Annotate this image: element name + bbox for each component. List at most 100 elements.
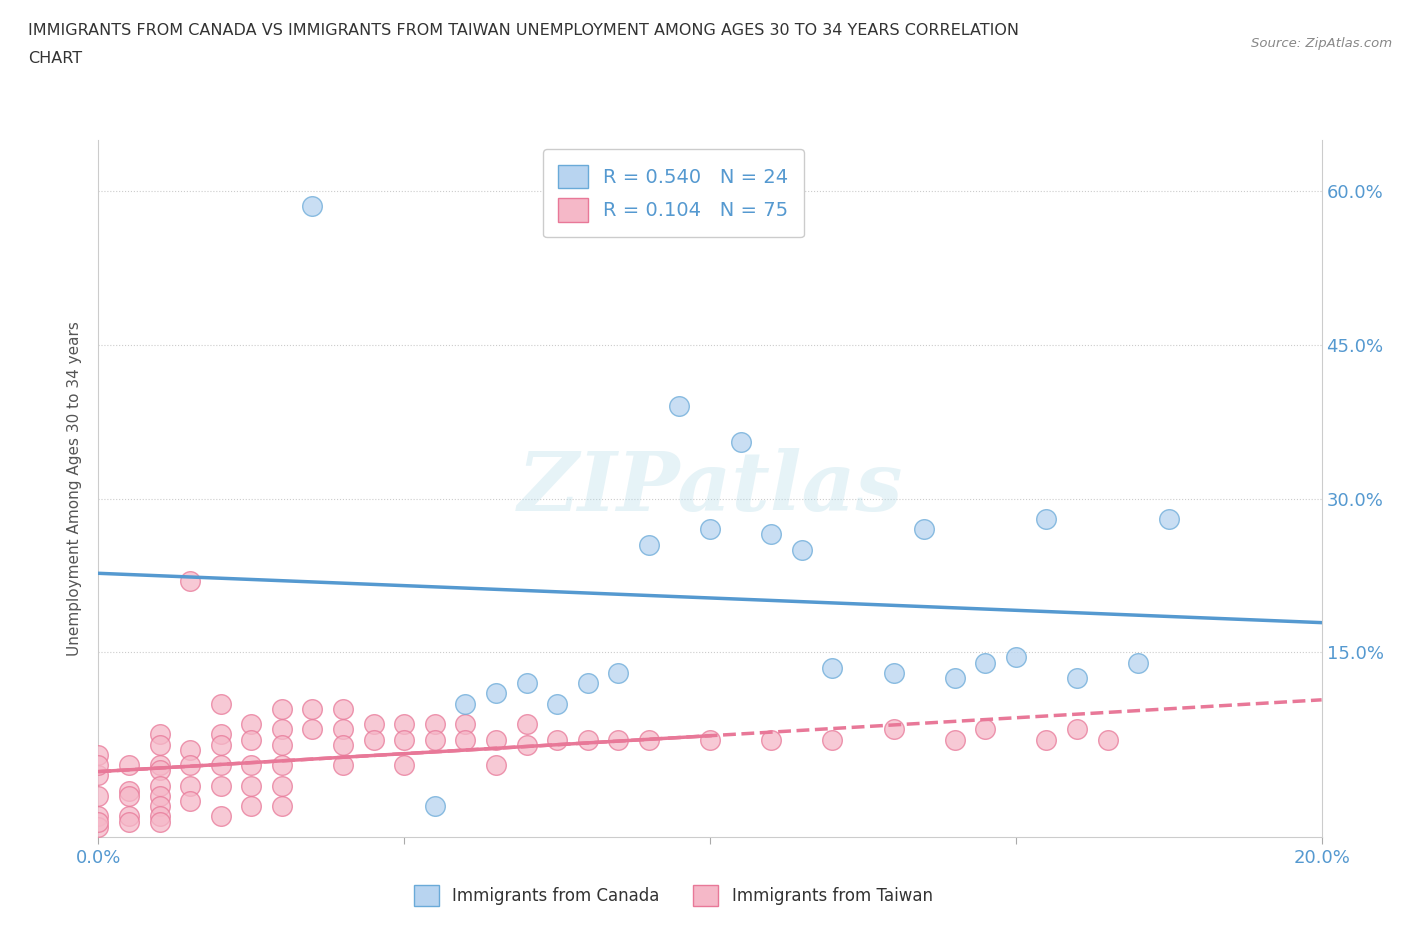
Point: [118, 789, 141, 804]
Point: [1066, 671, 1088, 685]
Point: [270, 778, 292, 793]
Point: [1035, 512, 1057, 526]
Point: [87, 748, 110, 763]
Point: [118, 809, 141, 824]
Point: [516, 676, 538, 691]
Point: [699, 732, 721, 747]
Point: [363, 732, 385, 747]
Point: [179, 778, 201, 793]
Point: [301, 701, 323, 716]
Point: [179, 573, 201, 588]
Point: [149, 737, 172, 752]
Point: [607, 666, 630, 681]
Point: [149, 727, 172, 742]
Point: [1157, 512, 1180, 526]
Point: [332, 737, 354, 752]
Point: [332, 701, 354, 716]
Point: [149, 789, 172, 804]
Point: [209, 727, 232, 742]
Point: [301, 199, 323, 214]
Point: [974, 656, 997, 671]
Point: [179, 742, 201, 757]
Point: [423, 799, 446, 814]
Point: [149, 809, 172, 824]
Point: [546, 732, 568, 747]
Point: [454, 717, 477, 732]
Point: [332, 758, 354, 773]
Point: [516, 737, 538, 752]
Point: [149, 758, 172, 773]
Point: [118, 783, 141, 798]
Point: [149, 763, 172, 777]
Point: [240, 758, 263, 773]
Point: [240, 732, 263, 747]
Point: [240, 799, 263, 814]
Point: [363, 717, 385, 732]
Point: [209, 758, 232, 773]
Text: ZIPatlas: ZIPatlas: [517, 448, 903, 528]
Point: [607, 732, 630, 747]
Point: [1066, 722, 1088, 737]
Point: [87, 768, 110, 783]
Point: [423, 717, 446, 732]
Point: [883, 666, 905, 681]
Point: [576, 732, 599, 747]
Point: [790, 542, 813, 557]
Point: [454, 732, 477, 747]
Point: [270, 701, 292, 716]
Point: [883, 722, 905, 737]
Point: [209, 778, 232, 793]
Text: Source: ZipAtlas.com: Source: ZipAtlas.com: [1251, 37, 1392, 50]
Point: [87, 819, 110, 834]
Point: [270, 799, 292, 814]
Point: [546, 697, 568, 711]
Point: [912, 522, 935, 537]
Point: [699, 522, 721, 537]
Point: [821, 732, 844, 747]
Legend: Immigrants from Canada, Immigrants from Taiwan: Immigrants from Canada, Immigrants from …: [408, 879, 939, 912]
Point: [759, 732, 782, 747]
Point: [87, 758, 110, 773]
Point: [1128, 656, 1150, 671]
Point: [637, 732, 661, 747]
Point: [454, 697, 477, 711]
Point: [179, 793, 201, 808]
Point: [485, 758, 508, 773]
Point: [485, 686, 508, 701]
Point: [943, 671, 966, 685]
Point: [637, 538, 661, 552]
Point: [1004, 650, 1026, 665]
Point: [392, 717, 416, 732]
Point: [423, 732, 446, 747]
Point: [149, 778, 172, 793]
Point: [87, 789, 110, 804]
Point: [87, 809, 110, 824]
Point: [1097, 732, 1119, 747]
Point: [209, 697, 232, 711]
Point: [759, 527, 782, 542]
Point: [240, 717, 263, 732]
Y-axis label: Unemployment Among Ages 30 to 34 years: Unemployment Among Ages 30 to 34 years: [67, 321, 83, 656]
Point: [576, 676, 599, 691]
Point: [149, 814, 172, 829]
Point: [1035, 732, 1057, 747]
Point: [943, 732, 966, 747]
Point: [87, 814, 110, 829]
Point: [270, 722, 292, 737]
Point: [209, 737, 232, 752]
Point: [270, 737, 292, 752]
Point: [270, 758, 292, 773]
Point: [149, 799, 172, 814]
Text: CHART: CHART: [28, 51, 82, 66]
Point: [668, 399, 690, 414]
Point: [179, 758, 201, 773]
Point: [118, 814, 141, 829]
Point: [209, 809, 232, 824]
Point: [240, 778, 263, 793]
Point: [301, 722, 323, 737]
Point: [332, 722, 354, 737]
Text: IMMIGRANTS FROM CANADA VS IMMIGRANTS FROM TAIWAN UNEMPLOYMENT AMONG AGES 30 TO 3: IMMIGRANTS FROM CANADA VS IMMIGRANTS FRO…: [28, 23, 1019, 38]
Point: [392, 732, 416, 747]
Point: [118, 758, 141, 773]
Point: [516, 717, 538, 732]
